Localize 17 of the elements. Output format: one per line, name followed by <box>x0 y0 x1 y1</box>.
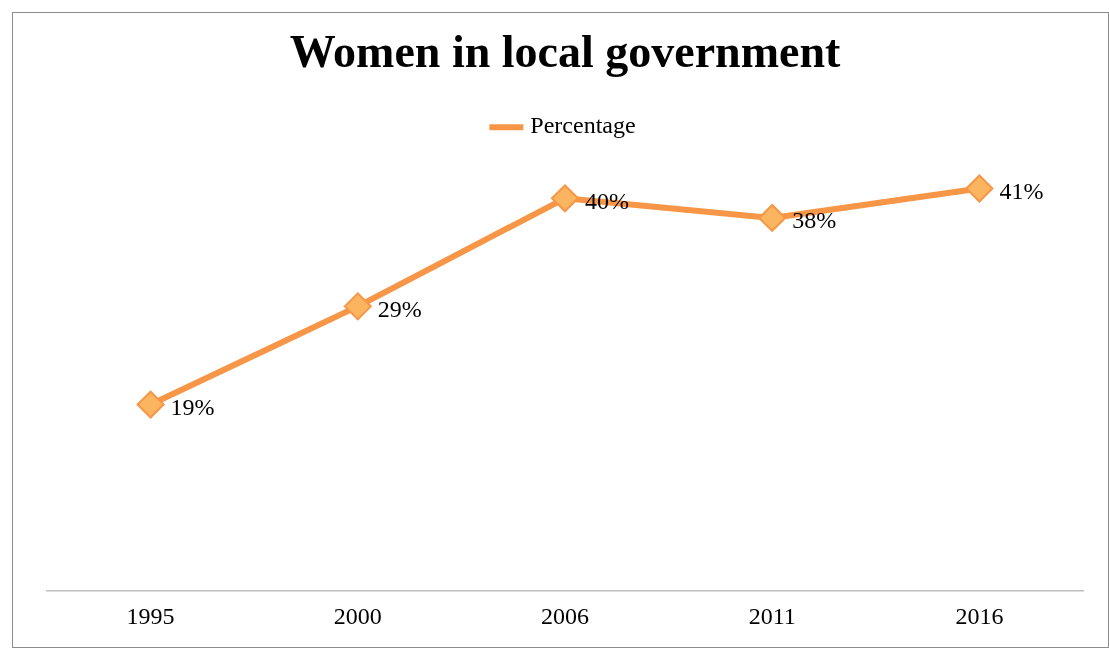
x-tick-label: 1995 <box>126 602 175 629</box>
data-label: 29% <box>377 295 422 322</box>
x-tick-label: 2016 <box>955 602 1004 629</box>
data-label: 41% <box>999 177 1044 204</box>
legend-label: Percentage <box>530 112 636 139</box>
point <box>758 203 787 232</box>
data-label: 40% <box>585 187 629 214</box>
x-tick-label: 2011 <box>748 602 796 629</box>
x-tick-label: 2000 <box>333 602 382 629</box>
point <box>343 292 372 321</box>
point <box>136 390 165 419</box>
chart-title: Women in local government <box>289 26 842 78</box>
point <box>551 184 579 213</box>
point <box>965 174 994 203</box>
data-label: 38% <box>792 207 837 234</box>
data-label: 19% <box>170 393 215 420</box>
x-tick-label: 2006 <box>541 602 589 629</box>
